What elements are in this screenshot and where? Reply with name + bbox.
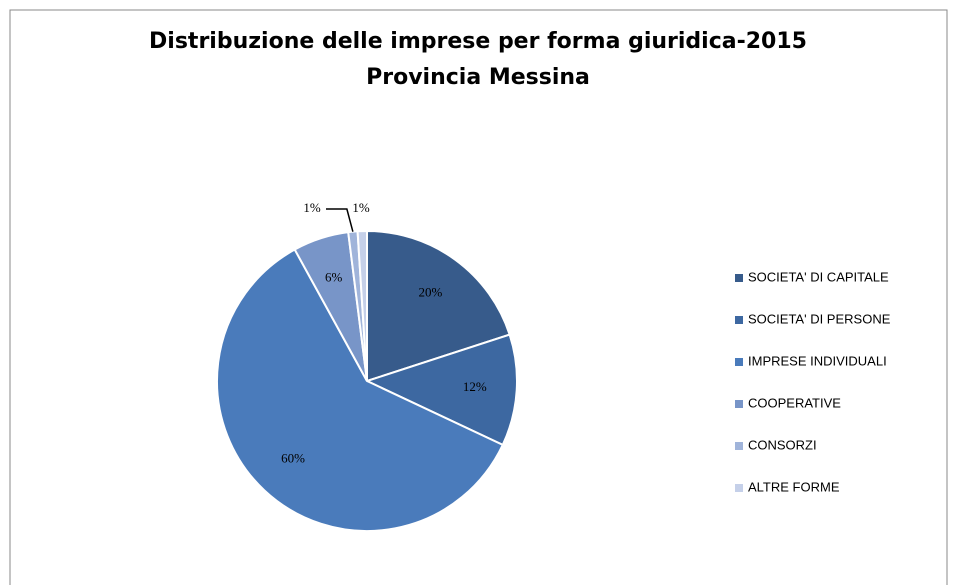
pie-slice (216, 248, 505, 532)
chart-title: Distribuzione delle imprese per forma gi… (149, 29, 807, 54)
pie-slice (366, 229, 511, 383)
pie-slice (364, 333, 518, 447)
data-label: 12% (463, 379, 487, 394)
legend-label: CONSORZI (748, 437, 817, 452)
data-label: 60% (281, 451, 305, 466)
chart-border (9, 9, 948, 585)
chart-subtitle: Provincia Messina (366, 65, 590, 90)
legend-label: SOCIETA' DI CAPITALE (748, 269, 889, 284)
legend-label: IMPRESE INDIVIDUALI (748, 353, 887, 368)
legend-label: SOCIETA' DI PERSONE (748, 311, 891, 326)
legend-swatch (735, 442, 743, 450)
legend-swatch (735, 358, 743, 366)
data-label: 6% (325, 269, 343, 284)
legend-swatch (735, 484, 743, 492)
data-label: 1% (303, 200, 321, 215)
pie-slice (356, 229, 368, 382)
leader-line (326, 208, 354, 232)
legend-swatch (735, 400, 743, 408)
legend-swatch (735, 274, 743, 282)
legend-label: ALTRE FORME (748, 479, 840, 494)
data-label: 1% (352, 200, 370, 215)
data-label: 20% (419, 285, 443, 300)
legend-label: COOPERATIVE (748, 395, 841, 410)
legend-swatch (735, 316, 743, 324)
